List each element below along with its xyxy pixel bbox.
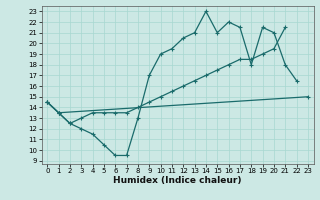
X-axis label: Humidex (Indice chaleur): Humidex (Indice chaleur) xyxy=(113,176,242,185)
